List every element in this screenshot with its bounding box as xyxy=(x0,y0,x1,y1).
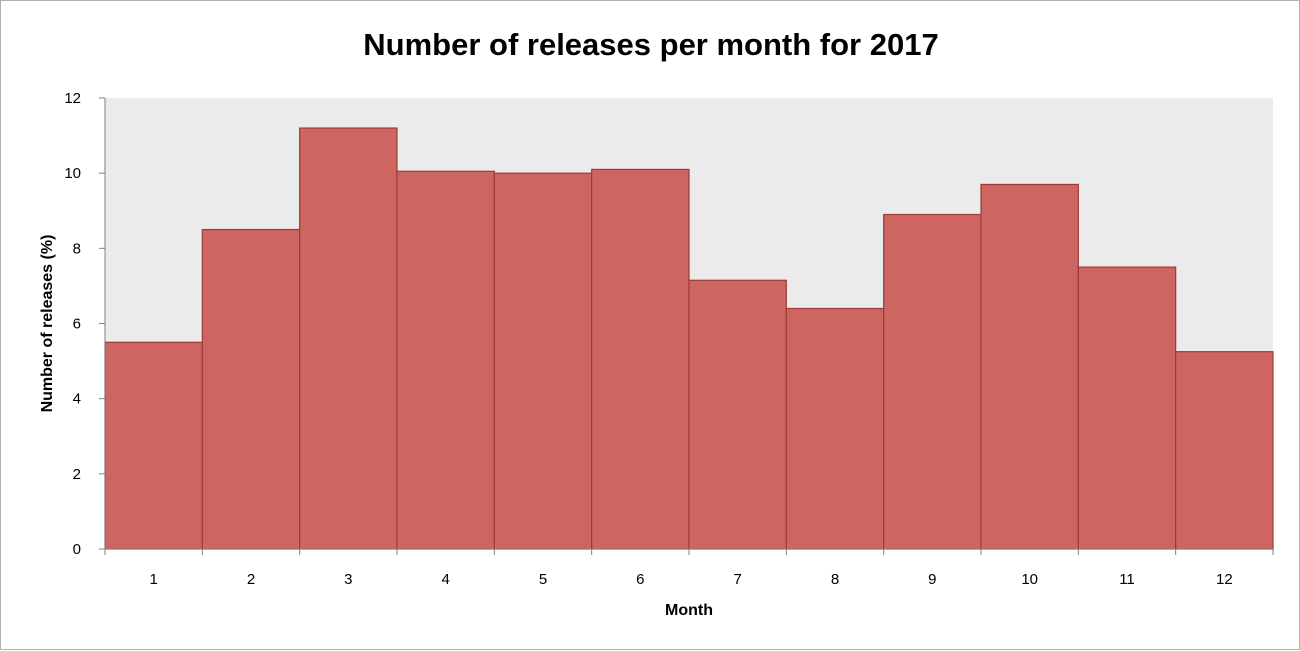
x-tick-label: 9 xyxy=(928,571,936,588)
chart-title: Number of releases per month for 2017 xyxy=(363,27,939,62)
x-tick-label: 12 xyxy=(1216,571,1233,588)
bars-group xyxy=(104,127,1274,550)
x-tick-label: 10 xyxy=(1021,571,1038,588)
x-tick-label: 6 xyxy=(636,571,644,588)
y-axis-title: Number of releases (%) xyxy=(39,235,56,413)
y-tick-label: 4 xyxy=(73,391,81,408)
bar-month-1 xyxy=(104,341,203,550)
bar-month-8 xyxy=(785,307,885,550)
bar-month-4 xyxy=(396,170,495,550)
x-axis-title: Month xyxy=(665,602,713,619)
bar-month-2 xyxy=(201,228,301,550)
y-tick-label: 2 xyxy=(73,466,81,483)
x-axis: 1 2 3 4 5 6 7 8 9 10 11 12 xyxy=(104,548,1274,588)
x-tick-label: 1 xyxy=(149,571,157,588)
x-tick-label: 7 xyxy=(733,571,741,588)
x-tick-label: 5 xyxy=(539,571,547,588)
x-tick-label: 11 xyxy=(1119,571,1135,588)
x-tick-label: 2 xyxy=(247,571,255,588)
y-tick-label: 8 xyxy=(73,240,81,257)
y-tick-label: 6 xyxy=(73,316,81,333)
y-tick-label: 10 xyxy=(64,165,81,182)
bar-month-11 xyxy=(1077,266,1177,550)
x-tick-label: 3 xyxy=(344,571,352,588)
bar-month-5 xyxy=(493,172,593,550)
bar-month-3 xyxy=(299,127,398,550)
bar-month-10 xyxy=(980,183,1079,550)
x-tick-label: 8 xyxy=(831,571,839,588)
y-axis: 0 2 4 6 8 10 12 xyxy=(64,90,106,558)
y-tick-label: 0 xyxy=(73,541,81,558)
bar-month-6 xyxy=(591,168,690,550)
x-tick-label: 4 xyxy=(441,571,449,588)
bar-month-9 xyxy=(883,213,982,550)
bar-month-7 xyxy=(688,279,787,550)
y-tick-label: 12 xyxy=(64,90,81,107)
bar-month-12 xyxy=(1175,351,1274,550)
